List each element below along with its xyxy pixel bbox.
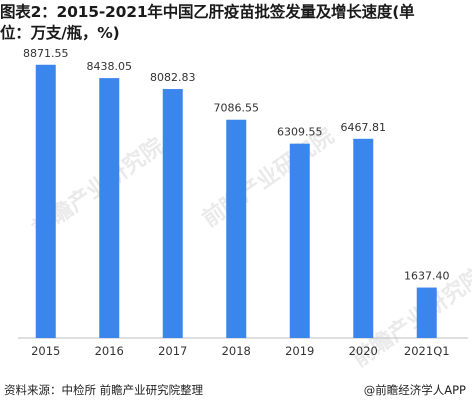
chart-title-line1: 图表2：2015-2021年中国乙肝疫苗批签发量及增长速度(单 xyxy=(0,3,415,21)
data-label-2016: 8438.05 xyxy=(87,60,133,73)
x-tick-label-2015: 2015 xyxy=(31,344,60,358)
x-tick-label-2019: 2019 xyxy=(285,344,314,358)
bar-2015 xyxy=(35,64,56,339)
bar-2019 xyxy=(289,143,310,338)
bar-2016 xyxy=(99,78,120,338)
x-tick-label-2016: 2016 xyxy=(95,344,124,358)
bar-2018 xyxy=(226,119,247,339)
x-tick-label-2020: 2020 xyxy=(349,344,378,358)
data-label-2021Q1: 1637.40 xyxy=(404,270,450,283)
data-label-2019: 6309.55 xyxy=(277,126,323,139)
data-label-2020: 6467.81 xyxy=(341,121,387,134)
x-tick-label-2021Q1: 2021Q1 xyxy=(404,344,450,358)
x-tick-label-2018: 2018 xyxy=(222,344,251,358)
bar-2017 xyxy=(162,89,183,339)
bar-2021Q1 xyxy=(416,287,437,338)
bar-2020 xyxy=(353,138,374,338)
data-label-2018: 7086.55 xyxy=(214,102,260,115)
x-tick-label-2017: 2017 xyxy=(158,344,187,358)
chart-title: 图表2：2015-2021年中国乙肝疫苗批签发量及增长速度(单 位：万支/瓶，%… xyxy=(0,2,468,44)
source-note: 资料来源：中检所 前瞻产业研究院整理 xyxy=(4,383,204,397)
chart-title-line2: 位：万支/瓶，%) xyxy=(0,24,120,42)
data-label-2015: 8871.55 xyxy=(23,47,69,60)
brand-credit: @前瞻经济学人APP xyxy=(363,383,466,397)
data-label-2017: 8082.83 xyxy=(150,71,196,84)
